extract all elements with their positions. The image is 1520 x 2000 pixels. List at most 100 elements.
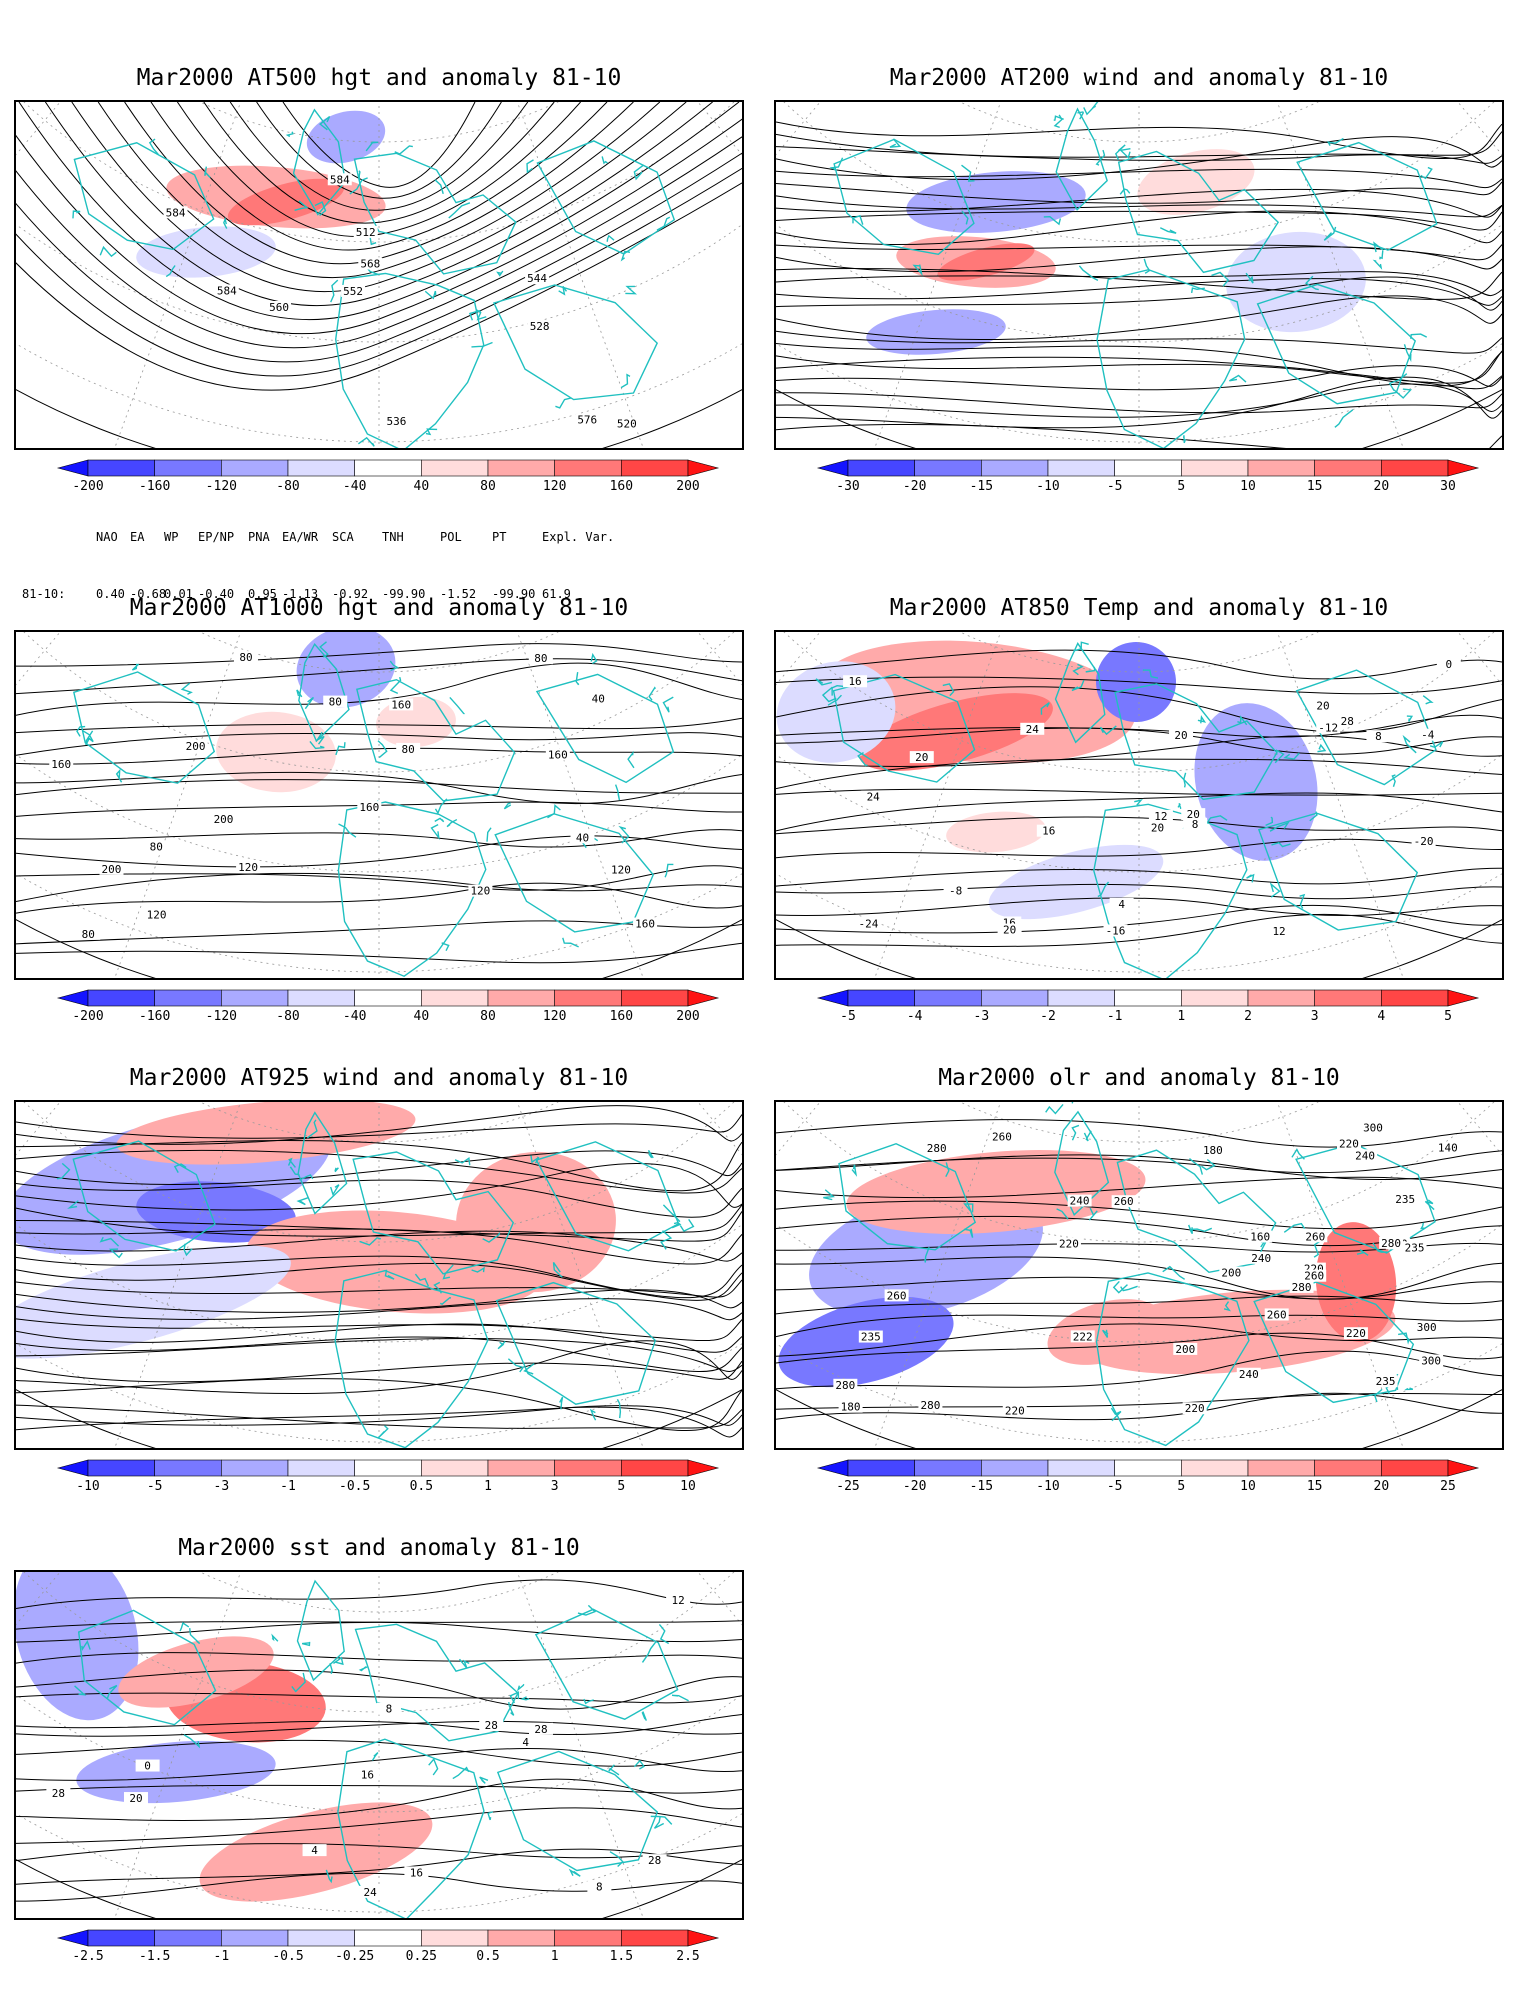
colorbar-label: -4 [907,1009,923,1024]
contour-label: 240 [1239,1368,1259,1381]
contour-label: 260 [1305,1230,1325,1243]
contour-label: 300 [1417,1321,1437,1334]
contour-label: 160 [635,918,655,931]
colorbar-segment [87,989,155,1007]
anomaly-shading [216,711,336,793]
map: -24 -28 -20 -16 -12 -8 -4 0 4 8 12 16 20 24 16 16 20 20 8 1… [774,630,1504,980]
colorbar-label: 120 [543,479,566,494]
panel-title: Mar2000 AT1000 hgt and anomaly 81-10 [129,595,629,621]
contour-label: 512 [356,226,376,239]
contour-label: 80 [150,841,163,854]
coastlines [829,102,1438,448]
contour-label: 260 [1267,1308,1287,1321]
colorbar-label: -10 [1036,479,1059,494]
colorbar-label: 1 [551,1949,559,1964]
colorbar-label: -120 [206,1009,237,1024]
contour-label: 12 [1154,810,1167,823]
contour-label: 20 [1003,924,1016,937]
colorbar-arrow-right [687,1459,720,1477]
colorbar-label: 1.5 [610,1949,633,1964]
colorbar: -200 -160 -120 -80 -40 40 80 120 160 200 [56,459,720,494]
colorbar-label: -25 [836,1479,859,1494]
contour-label: 180 [841,1401,861,1414]
contour-label: 16 [410,1866,423,1879]
contour-label: 120 [611,864,631,877]
contour-label: 300 [1363,1121,1383,1134]
contour-label: 235 [1395,1193,1415,1206]
colorbar-segment [354,1459,422,1477]
contour-label: 560 [269,301,289,314]
contour-label: -8 [949,884,962,897]
colorbar-segment [981,1459,1049,1477]
colorbar-arrow-left [816,1459,849,1477]
colorbar-segment [621,1929,689,1947]
contour-label: 160 [1250,1230,1270,1243]
coastlines [72,108,676,448]
colorbar-label: 20 [1374,1479,1390,1494]
colorbar-segment [487,1929,555,1947]
colorbar-label: -0.25 [335,1949,374,1964]
contours [16,1105,742,1438]
colorbar-segment [221,1929,289,1947]
contour-label: 40 [576,831,589,844]
colorbar-segment [1247,1459,1315,1477]
panel-at200: Mar2000 AT200 wind and anomaly 81-10 -30… [774,58,1504,494]
anomaly-shading [906,171,1086,233]
colorbar-label: 3 [551,1479,559,1494]
colorbar-label: 160 [610,1009,633,1024]
index-value: -1.13 [282,587,319,601]
panel-at1000: Mar2000 AT1000 hgt and anomaly 81-10 120… [14,588,744,1024]
contour-label: 235 [861,1331,881,1344]
anomaly-shading [136,1181,296,1243]
contour-label: 80 [82,928,95,941]
teleconnection-table: NAO EA WP EP/NP PNA EA/WR SCA TNH POL PT Expl. Var… [22,490,614,623]
colorbar-label: -40 [343,479,366,494]
colorbar-label: 25 [1440,1479,1456,1494]
contour-label: 260 [992,1131,1012,1144]
anomaly-shading [76,1740,276,1804]
contour-label: 240 [1355,1149,1375,1162]
colorbar-label: 200 [676,1009,699,1024]
contour-label: 200 [214,813,234,826]
colorbar-label: -10 [1036,1479,1059,1494]
index-value: -99.90 [492,587,536,601]
colorbar-label: -80 [276,479,299,494]
contour-label: 28 [534,1723,547,1736]
colorbar-label: -80 [276,1009,299,1024]
colorbar-label: 2 [1244,1009,1252,1024]
colorbar-label: -5 [147,1479,163,1494]
anomaly-shading [16,1572,139,1721]
index-value: -0.40 [198,587,235,601]
contour-label: 8 [1192,818,1199,831]
anomaly-shading [16,1245,291,1359]
contour-label: 280 [920,1399,940,1412]
contour-label: 240 [1251,1252,1271,1265]
colorbar-label: 1 [484,1479,492,1494]
colorbar-segment [354,1929,422,1947]
colorbar-arrow-left [56,1459,89,1477]
contour-label: -24 [859,917,879,930]
colorbar-segment [1181,989,1249,1007]
contour-label: 20 [1316,699,1329,712]
colorbar-segment [287,1929,355,1947]
contour-label: 160 [51,758,71,771]
contour-label: 536 [387,415,407,428]
colorbar-label: 80 [480,479,496,494]
contours [776,121,1502,448]
colorbar-segment [847,1459,915,1477]
map: 120 40 200 40 160 120 200 160 200 160 80 80 160 160 12… [14,630,744,980]
colorbar-segment [1314,1459,1382,1477]
contour-label: 12 [1272,925,1285,938]
colorbar-segment [287,459,355,477]
colorbar-label: 5 [1177,479,1185,494]
colorbar-segment [221,989,289,1007]
contour-label: 120 [470,885,490,898]
colorbar-segment [87,1459,155,1477]
index-header: SCA [332,530,354,544]
colorbar-label: -20 [903,1479,926,1494]
contour-label: 4 [522,1736,529,1749]
map [774,100,1504,450]
colorbar-label: -40 [343,1009,366,1024]
panel-at850: Mar2000 AT850 Temp and anomaly 81-10 -24… [774,588,1504,1024]
colorbar-label: -2.5 [72,1949,103,1964]
